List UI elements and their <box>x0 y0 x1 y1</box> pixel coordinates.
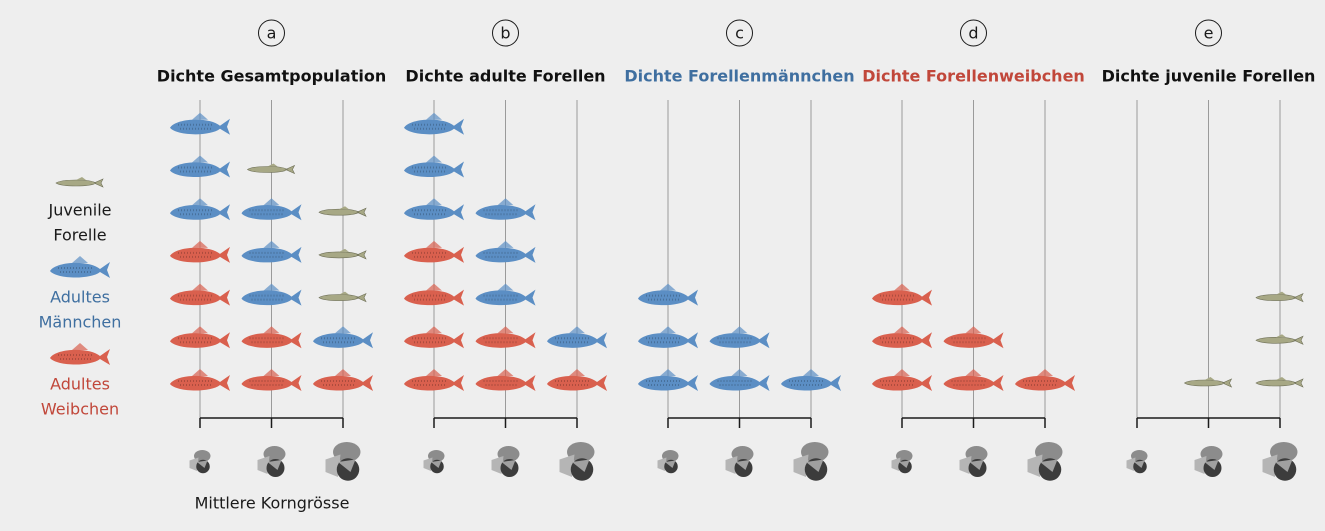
legend-label: Weibchen <box>41 400 119 419</box>
infographic: Mittlere Korngrösse Juvenile Forelle Adult… <box>0 0 1325 531</box>
legend-label: Forelle <box>53 226 106 245</box>
legend-label: Adultes <box>50 288 110 307</box>
panel-letter: d <box>968 24 978 43</box>
legend-label: Männchen <box>39 313 122 332</box>
panel-letter: b <box>500 24 510 43</box>
legend-label: Adultes <box>50 375 110 394</box>
panel-letter: e <box>1204 24 1214 43</box>
panel-title: Dichte Forellenmännchen <box>624 67 854 86</box>
panel-letter: a <box>267 24 277 43</box>
panel-letter: c <box>735 24 744 43</box>
panel-title: Dichte juvenile Forellen <box>1102 67 1316 86</box>
panel-title: Dichte adulte Forellen <box>405 67 605 86</box>
panel-title: Dichte Gesamtpopulation <box>157 67 386 86</box>
panel-title: Dichte Forellenweibchen <box>862 67 1085 86</box>
x-axis-label: Mittlere Korngrösse <box>195 494 350 513</box>
legend-label: Juvenile <box>47 201 111 220</box>
